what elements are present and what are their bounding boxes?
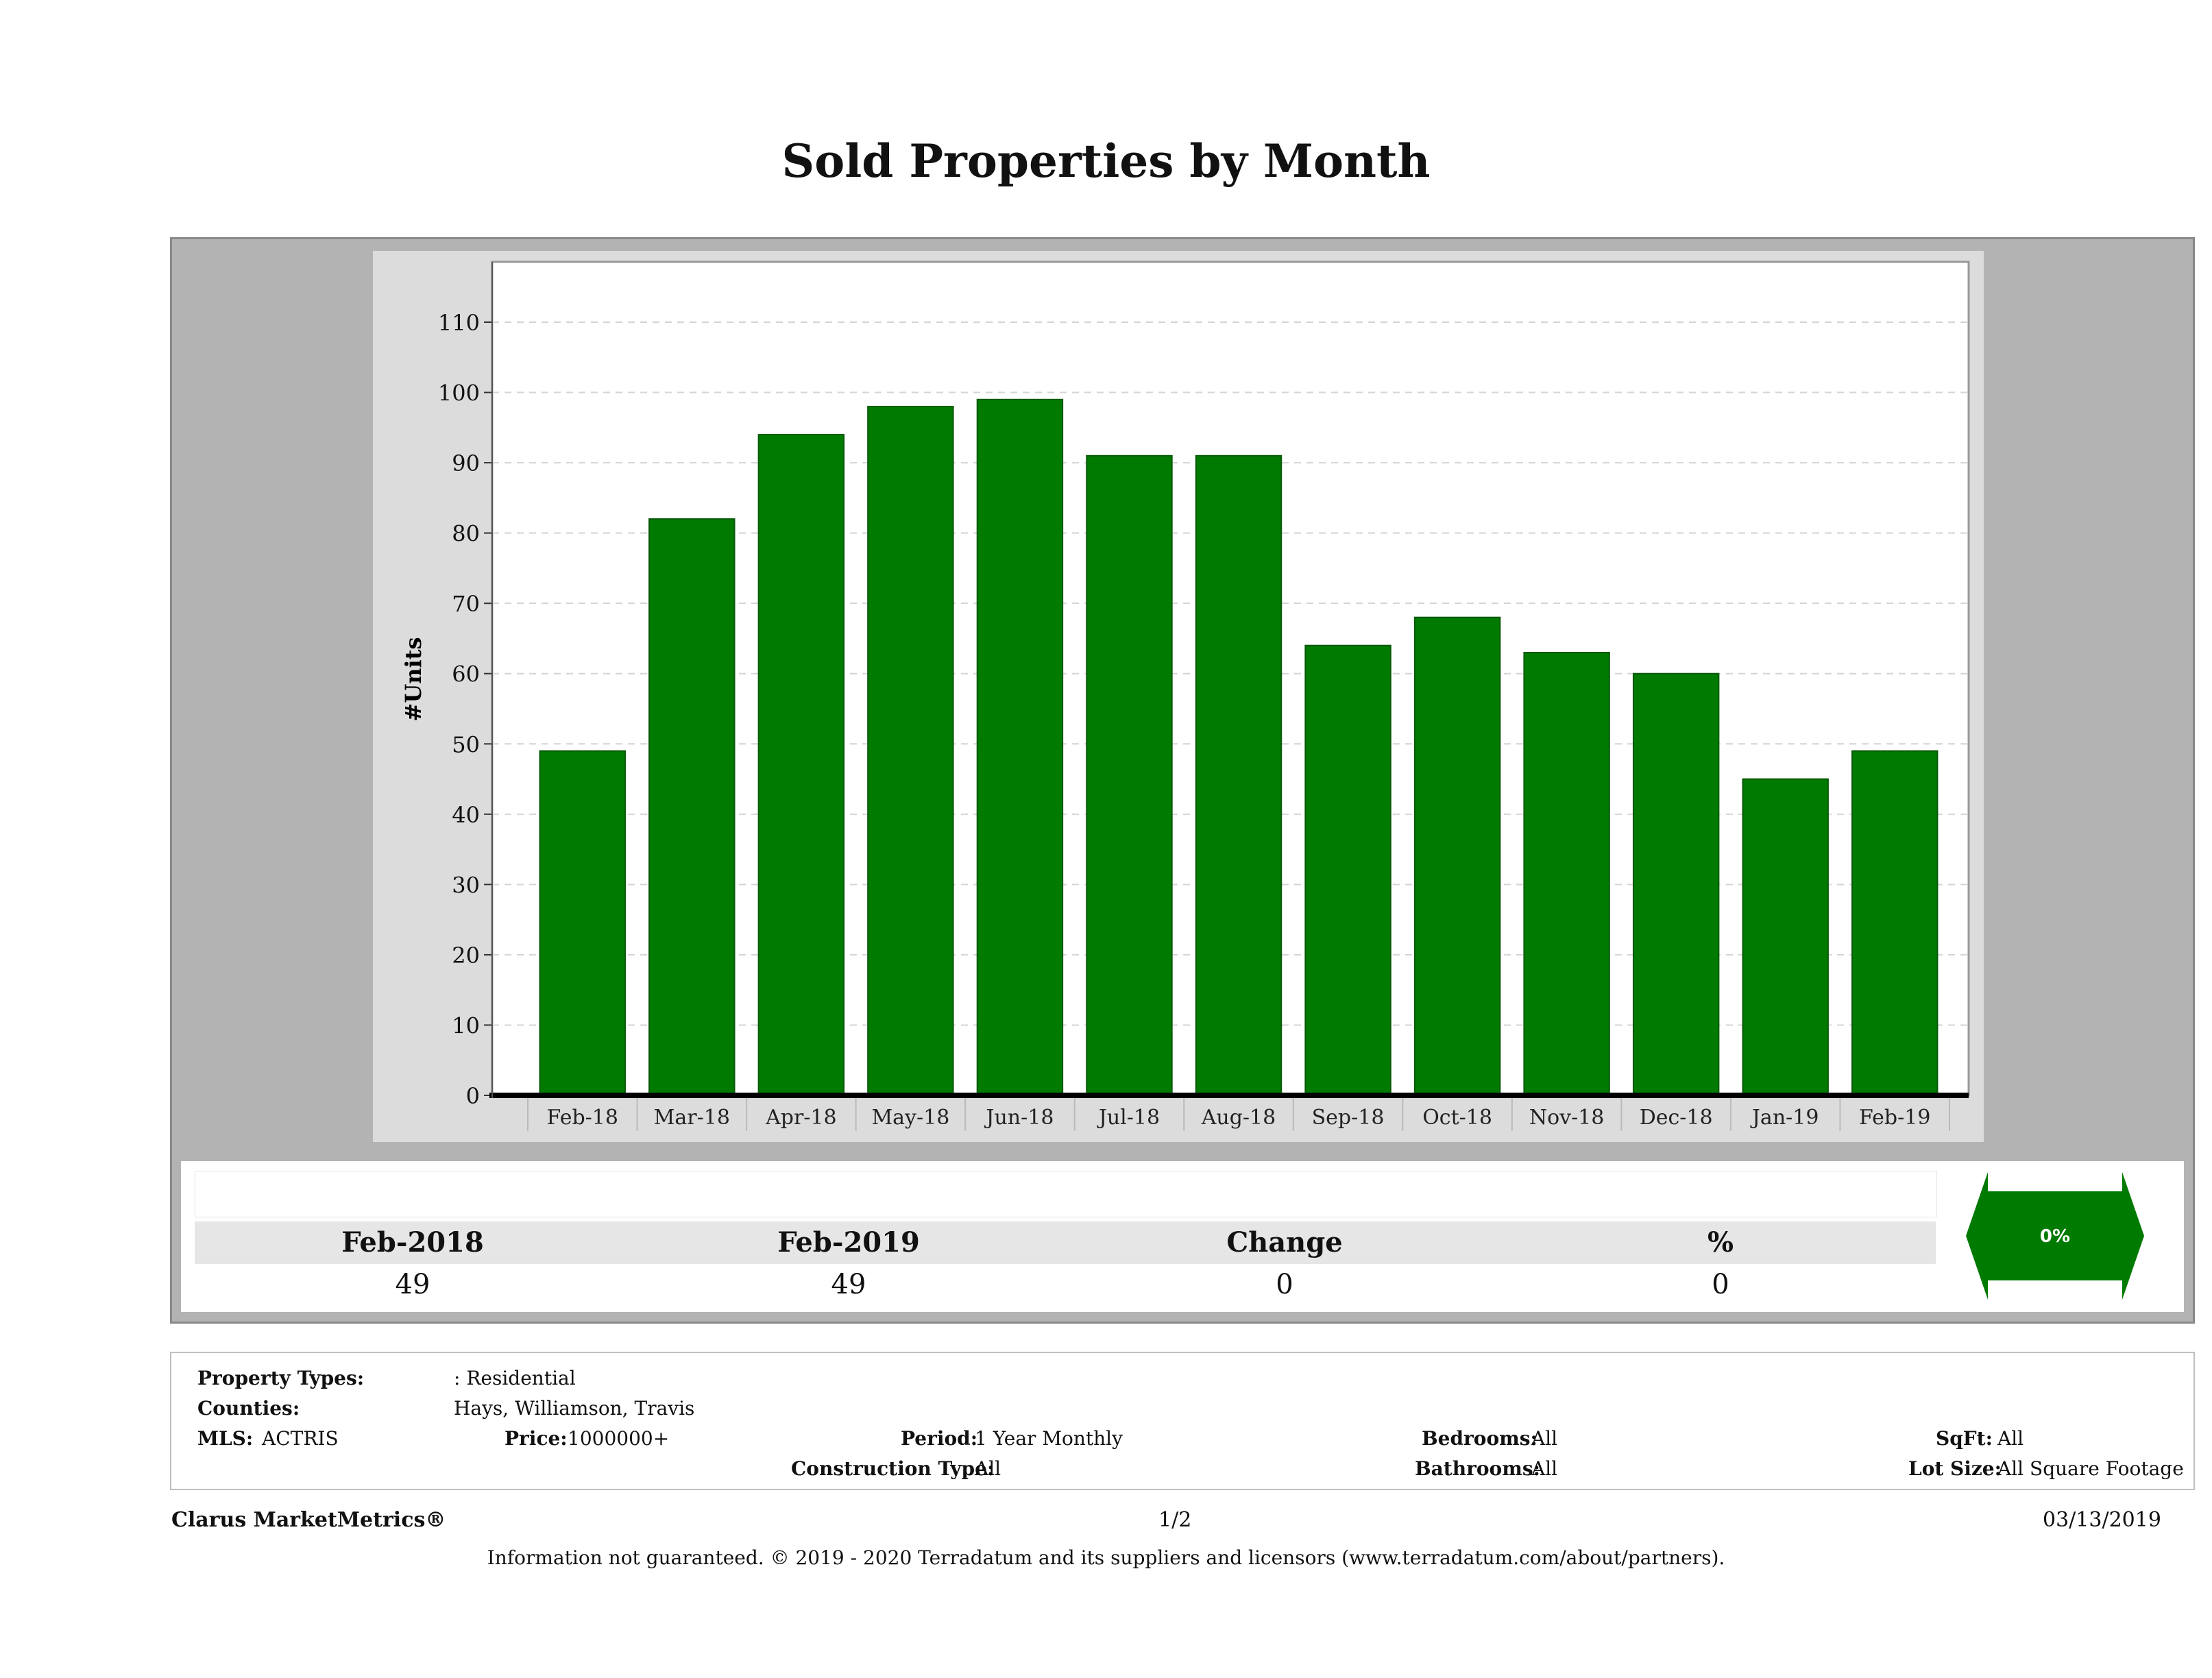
price-value: 1000000+ [568,1427,670,1450]
summary-blank-row [195,1171,1937,1217]
summary-values-row: 49 49 0 0 [195,1265,1936,1304]
value-feb-2019: 49 [831,1269,866,1300]
disclaimer: Information not guaranteed. © 2019 - 202… [487,1546,1725,1569]
change-badge-label: 0% [2040,1226,2070,1247]
period-label: Period: [901,1427,978,1450]
y-tick-label: 60 [452,661,480,688]
bar [1742,778,1829,1097]
mls-value: ACTRIS [262,1427,339,1450]
bar [1851,750,1938,1096]
bars [539,398,1938,1097]
x-tick-label: Oct-18 [1422,1106,1492,1130]
y-tick-label: 70 [452,591,480,617]
bar [1086,454,1173,1096]
bar [757,434,845,1096]
y-tick-label: 10 [452,1012,480,1038]
chart-card: 0 10 20 30 40 50 60 70 80 90 100 110 Feb-18 Mar-18 Ap… [373,251,1984,1142]
y-tick-label: 90 [452,450,480,476]
header-feb-2018: Feb-2018 [341,1226,484,1258]
counties-value: Hays, Williamson, Travis [454,1397,695,1420]
x-axis-ticks: Feb-18 Mar-18 Apr-18 May-18 Jun-18 Jul-18 Aug-… [527,1095,1950,1131]
y-tick-label: 50 [452,731,480,757]
lot-size-label: Lot Size: [1908,1457,2002,1480]
lot-size-value: All Square Footage [1997,1457,2184,1480]
construction-type-label: Construction Type: [791,1457,995,1480]
bar-chart: 0 10 20 30 40 50 60 70 80 90 100 110 Feb-18 Mar-18 Ap… [400,260,1970,1131]
header-change: Change [1226,1226,1343,1258]
bar [976,398,1064,1097]
bar [1195,454,1283,1096]
bar [539,750,626,1096]
change-indicator: 0% [1963,1171,2147,1301]
period-value: 1 Year Monthly [975,1427,1123,1450]
x-tick-label: Dec-18 [1640,1106,1713,1130]
x-tick-label: Mar-18 [654,1106,730,1130]
header-feb-2019: Feb-2019 [777,1226,920,1258]
y-tick-label: 110 [438,310,480,336]
sqft-value: All [1997,1427,2024,1450]
bathrooms-label: Bathrooms: [1415,1457,1540,1480]
criteria-panel: Property Types: : Residential Counties: … [170,1352,2195,1490]
y-tick-label: 100 [438,380,480,406]
x-tick-label: Nov-18 [1529,1106,1605,1130]
bar [1632,672,1720,1096]
mls-label: MLS: [197,1427,254,1450]
y-tick-label: 30 [452,872,480,898]
value-feb-2018: 49 [395,1269,430,1300]
x-tick-label: Aug-18 [1201,1106,1276,1130]
property-types-value: : Residential [454,1367,576,1389]
value-percent: 0 [1712,1269,1729,1300]
bedrooms-value: All [1531,1427,1558,1450]
bar [1304,644,1391,1096]
y-axis-ticks: 0 10 20 30 40 50 60 70 80 90 100 110 [438,310,492,1109]
double-arrow-icon: 0% [1966,1172,2144,1300]
summary-panel: Feb-2018 Feb-2019 Change % 49 49 0 0 0% [181,1161,2184,1312]
bedrooms-label: Bedrooms: [1422,1427,1538,1450]
bar [1413,616,1501,1096]
brand-label: Clarus MarketMetrics® [171,1508,446,1532]
y-tick-label: 40 [452,802,480,828]
page-number: 1/2 [1158,1508,1192,1532]
y-axis-label: #Units [400,637,426,722]
x-tick-label: Feb-18 [547,1106,618,1130]
counties-label: Counties: [197,1397,300,1420]
y-tick-label: 0 [466,1083,480,1109]
summary-header-row: Feb-2018 Feb-2019 Change % [195,1221,1936,1264]
bar [1523,651,1610,1096]
value-change: 0 [1276,1269,1293,1300]
report-date: 03/13/2019 [2043,1508,2161,1532]
property-types-label: Property Types: [197,1367,365,1389]
construction-type-value: All [975,1457,1001,1480]
x-tick-label: Jul-18 [1097,1106,1160,1130]
x-tick-label: May-18 [871,1106,949,1130]
x-tick-label: Feb-19 [1859,1106,1930,1130]
x-tick-label: Jun-18 [984,1106,1054,1130]
sqft-label: SqFt: [1936,1427,1993,1450]
x-tick-label: Sep-18 [1312,1106,1385,1130]
header-percent: % [1707,1226,1734,1258]
page-title: Sold Properties by Month [781,134,1431,188]
y-tick-label: 20 [452,943,480,969]
price-label: Price: [505,1427,568,1450]
x-tick-label: Jan-19 [1750,1106,1819,1130]
y-tick-label: 80 [452,521,480,547]
bathrooms-value: All [1531,1457,1558,1480]
x-tick-label: Apr-18 [765,1106,837,1130]
bar [648,518,736,1096]
bar [867,406,954,1096]
